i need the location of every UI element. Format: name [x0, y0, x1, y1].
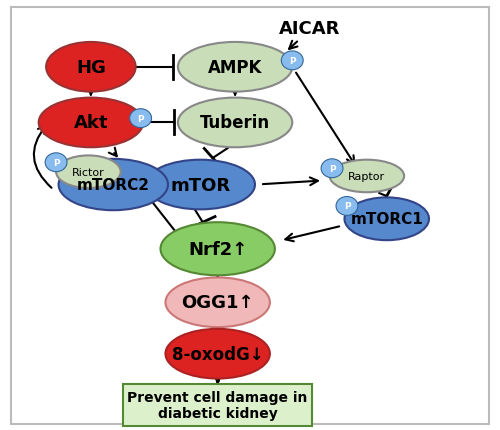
Text: P: P: [289, 57, 296, 66]
Text: P: P: [53, 158, 60, 167]
Text: AMPK: AMPK: [208, 58, 262, 77]
Circle shape: [336, 197, 358, 216]
Text: Raptor: Raptor: [348, 172, 386, 181]
FancyBboxPatch shape: [123, 384, 312, 427]
Text: Akt: Akt: [74, 114, 108, 132]
Ellipse shape: [178, 98, 292, 148]
Ellipse shape: [330, 160, 404, 193]
Circle shape: [45, 154, 67, 172]
Text: Tuberin: Tuberin: [200, 114, 270, 132]
Text: Nrf2↑: Nrf2↑: [188, 240, 248, 258]
Text: mTOR: mTOR: [170, 176, 230, 194]
Text: Rictor: Rictor: [72, 167, 105, 177]
Ellipse shape: [160, 223, 275, 276]
Text: mTORC2: mTORC2: [77, 178, 150, 193]
FancyArrowPatch shape: [34, 127, 52, 188]
Text: OGG1↑: OGG1↑: [182, 294, 254, 312]
Ellipse shape: [46, 43, 136, 92]
Text: HG: HG: [76, 58, 106, 77]
Circle shape: [130, 110, 152, 128]
Text: mTORC1: mTORC1: [350, 212, 423, 227]
Ellipse shape: [166, 278, 270, 327]
Circle shape: [321, 160, 343, 178]
Ellipse shape: [178, 43, 292, 92]
Ellipse shape: [146, 160, 255, 210]
Text: 8-oxodG↓: 8-oxodG↓: [172, 345, 264, 363]
Text: Prevent cell damage in
diabetic kidney: Prevent cell damage in diabetic kidney: [128, 390, 308, 420]
Circle shape: [282, 52, 303, 71]
Ellipse shape: [344, 198, 429, 241]
Text: AICAR: AICAR: [279, 20, 340, 38]
Text: P: P: [138, 114, 144, 123]
Text: P: P: [344, 202, 350, 211]
Ellipse shape: [38, 98, 143, 148]
Text: P: P: [328, 164, 336, 173]
Ellipse shape: [58, 160, 168, 211]
Ellipse shape: [56, 156, 120, 188]
Ellipse shape: [166, 329, 270, 379]
